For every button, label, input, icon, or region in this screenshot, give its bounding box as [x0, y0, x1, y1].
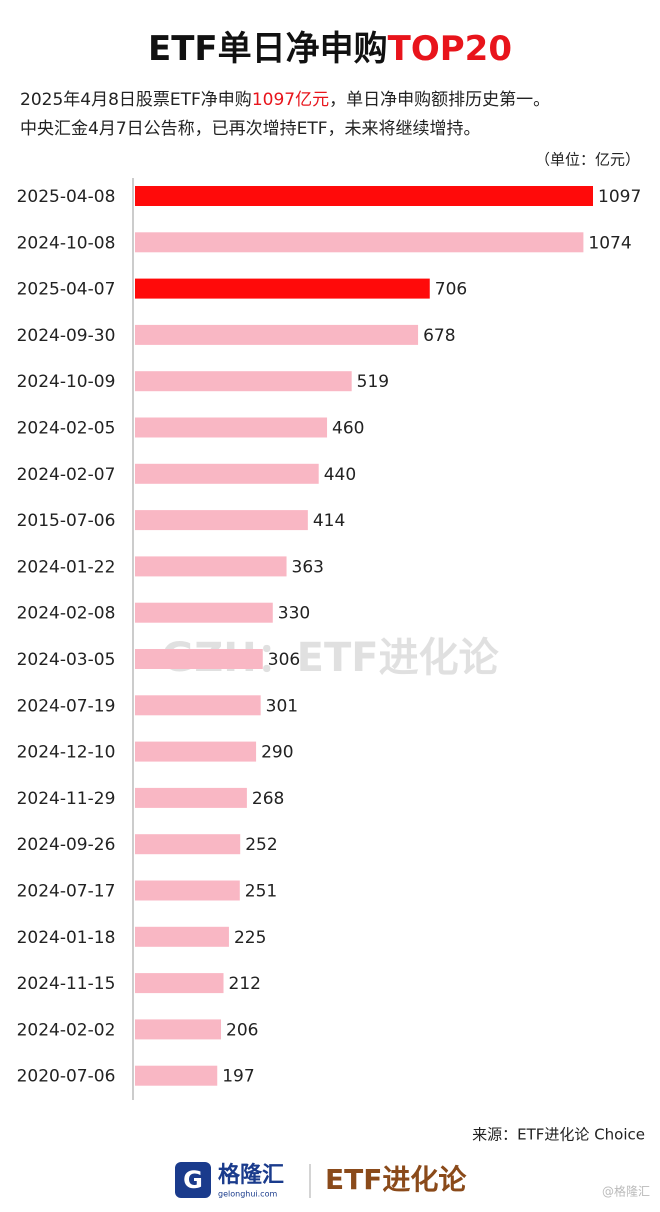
subtitle-line1: 2025年4月8日股票ETF净申购1097亿元，单日净申购额排历史第一。 — [20, 90, 550, 110]
y-tick-label: 2024-10-09 — [17, 372, 116, 392]
y-tick-label: 2024-02-02 — [17, 1020, 116, 1040]
bar — [135, 324, 419, 345]
bar — [135, 463, 319, 484]
title-highlight: TOP20 — [388, 29, 512, 69]
y-tick-label: 2015-07-06 — [17, 511, 116, 531]
y-tick-label: 2024-11-29 — [17, 789, 116, 809]
value-label: 1097 — [598, 187, 641, 207]
y-tick-label: 2025-04-08 — [17, 187, 116, 207]
footer-brand: ETF进化论 — [325, 1163, 467, 1196]
logo-url: gelonghui.com — [218, 1190, 277, 1199]
y-tick-label: 2024-02-07 — [17, 465, 116, 485]
bar — [135, 186, 593, 206]
bar — [135, 602, 273, 623]
bar — [135, 649, 263, 669]
value-label: 330 — [278, 604, 310, 624]
y-tick-label: 2024-01-18 — [17, 928, 116, 948]
value-label: 268 — [252, 789, 284, 809]
bar — [135, 880, 240, 901]
value-label: 706 — [435, 280, 467, 300]
value-label: 440 — [324, 465, 356, 485]
bar — [135, 417, 328, 438]
bar — [135, 973, 224, 994]
subtitle-part: ，单日净申购额排历史第一。 — [329, 90, 550, 110]
logo-name: 格隆汇 — [218, 1162, 284, 1188]
bar — [135, 1065, 218, 1086]
y-tick-label: 2024-11-15 — [17, 974, 116, 994]
value-label: 197 — [222, 1067, 254, 1087]
y-tick-label: 2024-01-22 — [17, 557, 116, 577]
value-label: 519 — [357, 372, 389, 392]
bar — [135, 556, 287, 577]
bar — [135, 278, 430, 299]
value-label: 306 — [268, 650, 300, 670]
value-label: 460 — [332, 419, 364, 439]
logo-glyph: G — [183, 1166, 203, 1194]
value-label: 301 — [266, 696, 298, 716]
bar — [135, 371, 352, 392]
value-label: 290 — [261, 743, 293, 763]
value-label: 363 — [292, 557, 324, 577]
value-label: 206 — [226, 1020, 258, 1040]
y-tick-label: 2024-10-08 — [17, 233, 116, 253]
bar — [135, 695, 261, 716]
y-tick-label: 2025-04-07 — [17, 280, 116, 300]
bar — [135, 926, 229, 947]
corner-watermark: @格隆汇 — [602, 1184, 650, 1199]
bar — [135, 787, 247, 808]
y-tick-label: 2024-03-05 — [17, 650, 116, 670]
value-label: 212 — [229, 974, 261, 994]
title-main: ETF单日净申购 — [148, 29, 388, 69]
bar — [135, 1019, 222, 1040]
bar — [135, 741, 257, 762]
value-label: 678 — [423, 326, 455, 346]
bar — [135, 232, 584, 253]
value-label: 1074 — [588, 233, 631, 253]
source: 来源：ETF进化论 Choice — [472, 1126, 645, 1144]
y-tick-label: 2024-02-08 — [17, 604, 116, 624]
y-tick-label: 2024-07-17 — [17, 882, 116, 902]
value-label: 252 — [245, 835, 277, 855]
subtitle-part: 2025年4月8日股票ETF净申购 — [20, 90, 252, 110]
chart-title: ETF单日净申购TOP20 — [148, 29, 512, 69]
value-label: 225 — [234, 928, 266, 948]
value-label: 414 — [313, 511, 345, 531]
unit-label: （单位：亿元） — [535, 151, 640, 169]
y-tick-label: 2020-07-06 — [17, 1067, 116, 1087]
y-tick-label: 2024-09-26 — [17, 835, 116, 855]
y-tick-label: 2024-07-19 — [17, 696, 116, 716]
subtitle-highlight: 1097亿元 — [252, 90, 329, 110]
y-tick-label: 2024-09-30 — [17, 326, 116, 346]
bar — [135, 834, 241, 855]
y-tick-label: 2024-02-05 — [17, 419, 116, 439]
y-tick-label: 2024-12-10 — [17, 743, 116, 763]
bar — [135, 510, 308, 531]
subtitle-line2: 中央汇金4月7日公告称，已再次增持ETF，未来将继续增持。 — [20, 119, 481, 139]
logo-icon — [175, 1162, 211, 1198]
value-label: 251 — [245, 882, 277, 902]
